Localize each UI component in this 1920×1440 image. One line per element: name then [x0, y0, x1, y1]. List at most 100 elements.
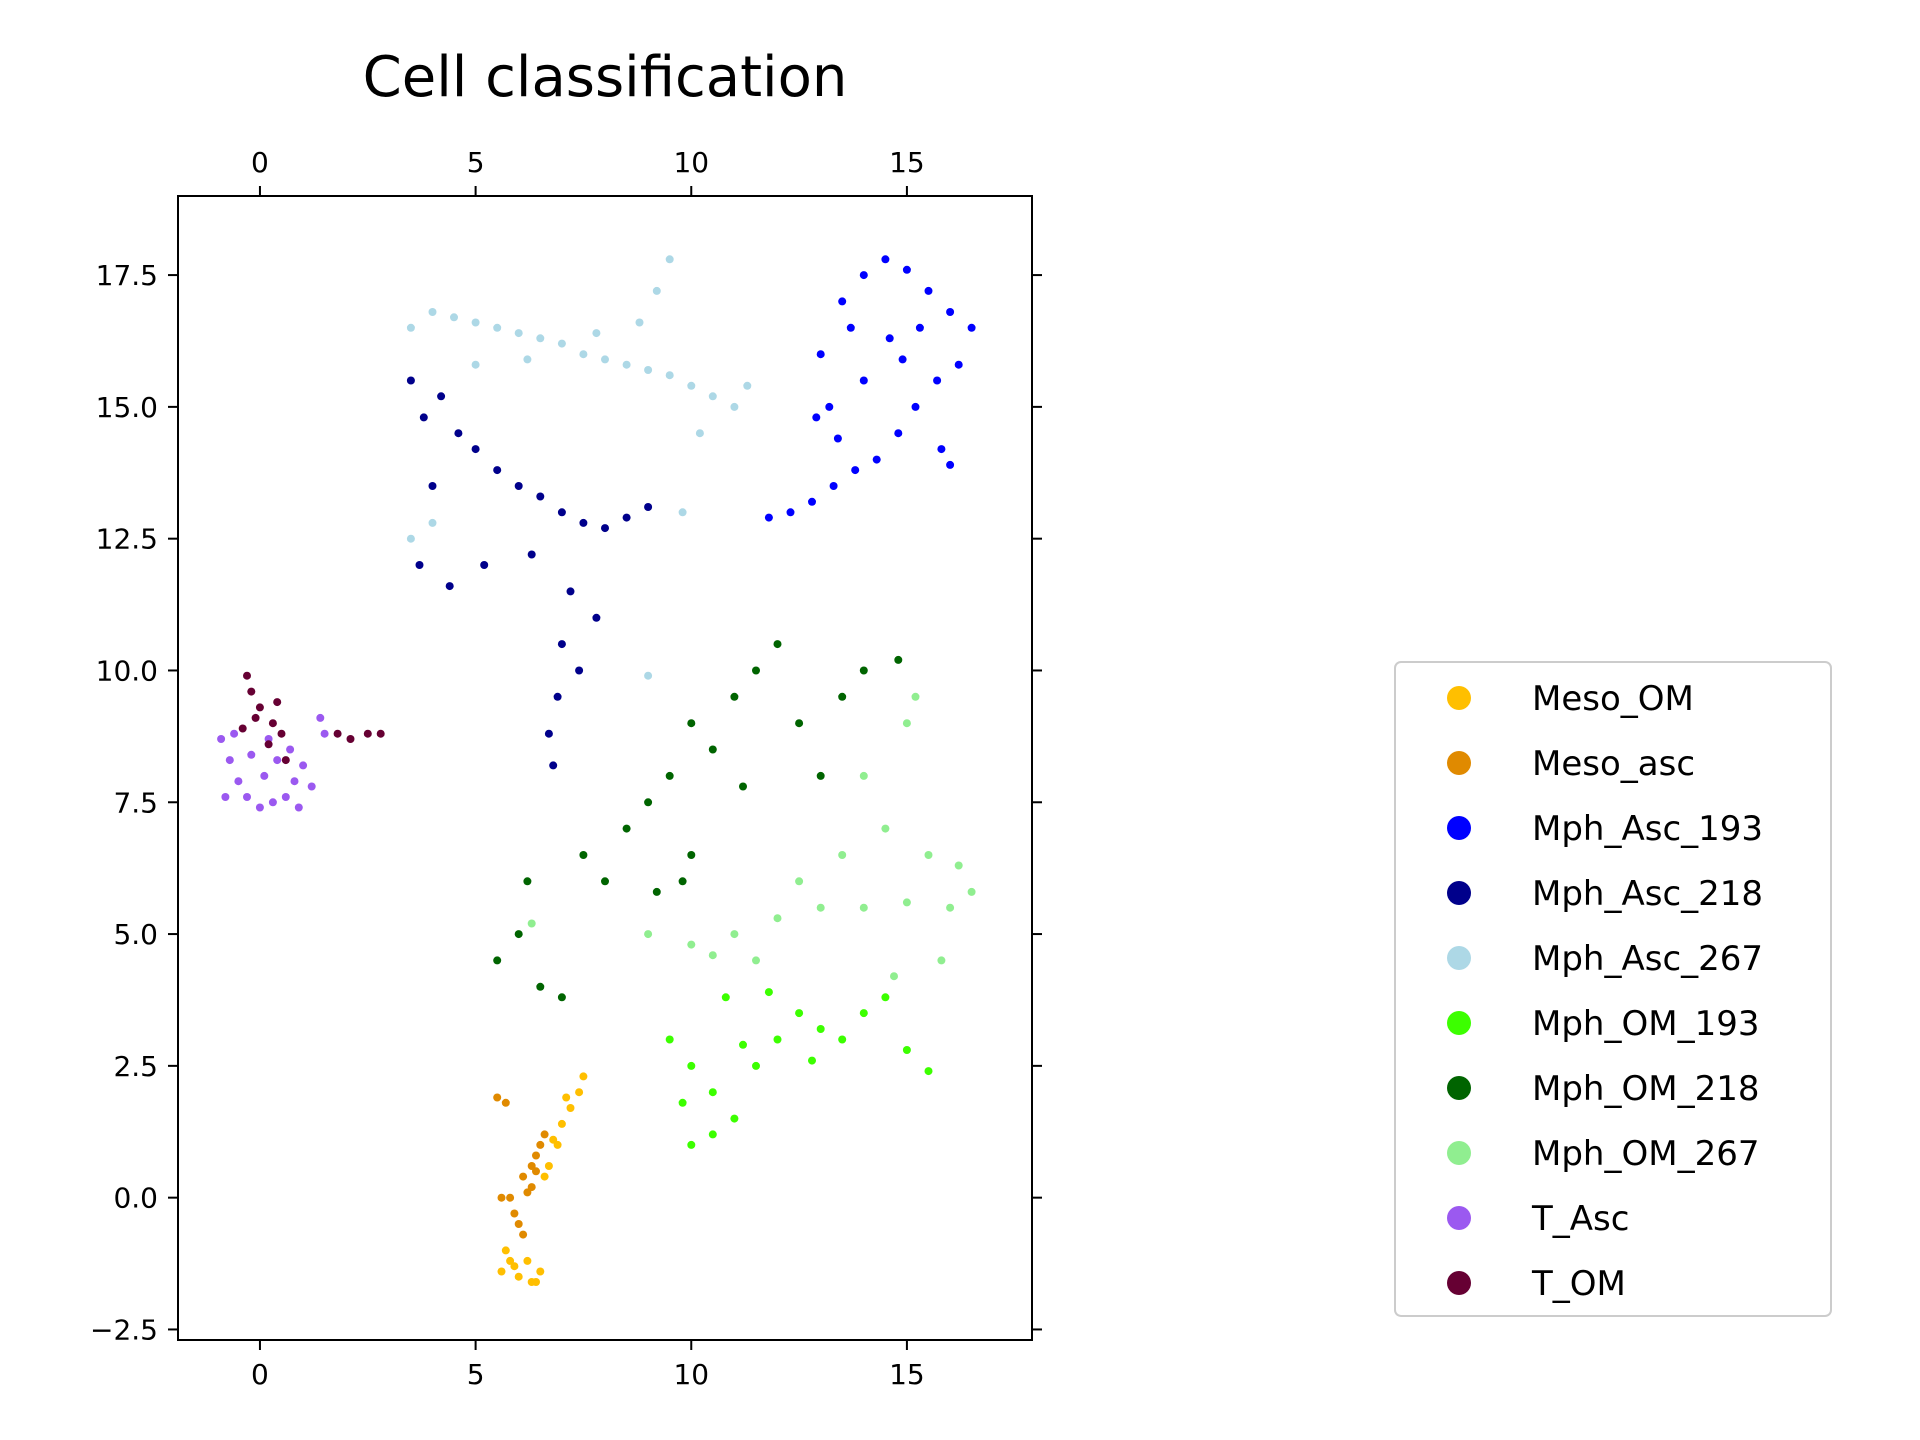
point-mph-om-218-8 — [644, 798, 653, 807]
legend-label-mph-asc-193: Mph_Asc_193 — [1532, 809, 1763, 849]
legend: Meso_OM Meso_asc Mph_Asc_193 Mph_Asc_218 Mph… — [1394, 661, 1832, 1317]
axis-ticks: 0 0 5 5 10 10 15 15 −2.5 0.0 2.5 5.0 7.5 10.0 12.5 15.0… — [90, 146, 1042, 1391]
point-mph-asc-193-27 — [833, 434, 842, 443]
point-mph-asc-267-17 — [665, 255, 674, 264]
point-mph-asc-218-18 — [575, 666, 584, 675]
point-mph-om-267-15 — [795, 877, 804, 886]
point-mph-om-267-21 — [954, 861, 963, 870]
point-mph-om-267-12 — [902, 719, 911, 728]
point-mph-om-218-12 — [730, 692, 739, 701]
point-meso-om-13 — [549, 1135, 558, 1144]
point-mph-asc-193-17 — [764, 513, 773, 522]
point-t-asc-17 — [221, 793, 230, 801]
point-t-om-3 — [268, 719, 277, 728]
point-mph-om-218-2 — [536, 982, 545, 991]
point-mph-om-267-3 — [773, 914, 782, 923]
point-t-om-4 — [277, 729, 286, 738]
point-mph-asc-267-6 — [536, 334, 545, 343]
point-meso-asc-9 — [506, 1193, 515, 1202]
point-mph-om-267-17 — [708, 951, 717, 960]
point-t-om-13 — [238, 724, 247, 733]
point-mph-om-267-2 — [730, 930, 739, 939]
point-mph-om-193-12 — [881, 993, 890, 1002]
point-mph-asc-193-13 — [851, 466, 860, 475]
point-mph-om-218-18 — [859, 666, 868, 675]
point-mph-om-218-22 — [739, 782, 747, 791]
point-mph-asc-267-22 — [523, 355, 532, 364]
legend-marker-mph-asc-218 — [1447, 881, 1471, 905]
point-mph-om-193-8 — [795, 1009, 804, 1018]
point-mph-asc-267-23 — [592, 329, 601, 338]
point-mph-asc-267-11 — [644, 366, 653, 374]
point-meso-om-16 — [532, 1278, 540, 1286]
y-tick-label: 17.5 — [96, 259, 158, 292]
point-mph-asc-267-26 — [678, 508, 687, 517]
point-mph-asc-267-4 — [493, 323, 502, 332]
point-mph-asc-193-11 — [894, 429, 903, 438]
point-mph-om-267-16 — [752, 956, 760, 965]
point-mph-om-193-1 — [687, 1061, 696, 1070]
point-t-asc-7 — [294, 803, 303, 812]
legend-marker-mph-om-218 — [1447, 1076, 1471, 1100]
point-t-om-2 — [255, 703, 264, 712]
point-mph-om-218-17 — [838, 692, 847, 701]
point-t-asc-10 — [286, 745, 295, 754]
point-mph-om-267-14 — [838, 851, 847, 859]
point-mph-asc-218-0 — [406, 376, 415, 385]
point-meso-asc-7 — [514, 1220, 523, 1228]
point-mph-om-267-20 — [890, 972, 898, 981]
point-mph-om-218-19 — [894, 655, 903, 664]
point-mph-asc-218-20 — [415, 561, 424, 569]
point-mph-om-267-4 — [816, 903, 825, 912]
point-mph-om-218-6 — [601, 877, 609, 886]
point-mph-om-193-2 — [708, 1088, 717, 1097]
point-meso-om-11 — [575, 1088, 584, 1097]
point-meso-om-2 — [514, 1272, 523, 1281]
point-t-asc-5 — [268, 798, 277, 807]
point-mph-om-193-4 — [687, 1140, 696, 1149]
x-tick-label-bottom: 15 — [889, 1358, 925, 1391]
point-mph-asc-193-10 — [911, 402, 920, 411]
x-tick-label-bottom: 0 — [251, 1358, 269, 1391]
point-meso-om-9 — [557, 1119, 566, 1128]
chart-title: Cell classification — [363, 45, 848, 110]
point-mph-asc-218-12 — [644, 503, 653, 511]
point-mph-om-193-19 — [739, 1040, 747, 1049]
y-tick-label: 15.0 — [96, 391, 158, 424]
point-mph-asc-267-9 — [601, 355, 609, 364]
point-mph-om-218-15 — [795, 719, 804, 728]
legend-label-mph-asc-267: Mph_Asc_267 — [1532, 939, 1763, 979]
legend-marker-mph-asc-193 — [1447, 816, 1471, 840]
point-t-asc-9 — [299, 761, 308, 770]
point-mph-asc-193-5 — [924, 286, 933, 295]
point-meso-asc-1 — [501, 1098, 510, 1107]
legend-label-mph-asc-218: Mph_Asc_218 — [1532, 874, 1763, 914]
point-mph-asc-193-3 — [881, 255, 890, 264]
point-mph-om-193-14 — [924, 1067, 933, 1076]
point-t-asc-16 — [320, 729, 329, 738]
point-meso-asc-3 — [527, 1162, 536, 1170]
point-mph-asc-193-6 — [946, 308, 955, 316]
point-mph-om-267-1 — [687, 940, 696, 949]
y-tick-label: 2.5 — [113, 1050, 158, 1083]
point-mph-asc-267-20 — [428, 518, 437, 527]
legend-marker-meso-asc — [1447, 751, 1471, 775]
point-meso-om-0 — [497, 1267, 506, 1276]
point-mph-asc-267-10 — [622, 360, 631, 369]
point-mph-asc-193-4 — [902, 265, 911, 274]
point-mph-om-218-10 — [687, 719, 696, 728]
point-mph-om-218-7 — [622, 824, 631, 833]
point-mph-asc-218-2 — [437, 392, 446, 401]
point-mph-om-267-9 — [924, 851, 933, 859]
point-mph-om-193-13 — [902, 1046, 911, 1054]
point-mph-om-218-16 — [816, 771, 825, 780]
scatter-points-layer — [217, 255, 976, 1286]
point-t-asc-6 — [281, 793, 290, 801]
point-mph-asc-218-21 — [480, 561, 489, 569]
point-meso-om-8 — [553, 1140, 562, 1149]
point-mph-om-218-5 — [579, 851, 588, 859]
point-mph-asc-193-12 — [872, 455, 881, 464]
legend-entries: Meso_OM Meso_asc Mph_Asc_193 Mph_Asc_218 Mph… — [1447, 679, 1763, 1304]
point-mph-asc-218-17 — [549, 761, 558, 770]
